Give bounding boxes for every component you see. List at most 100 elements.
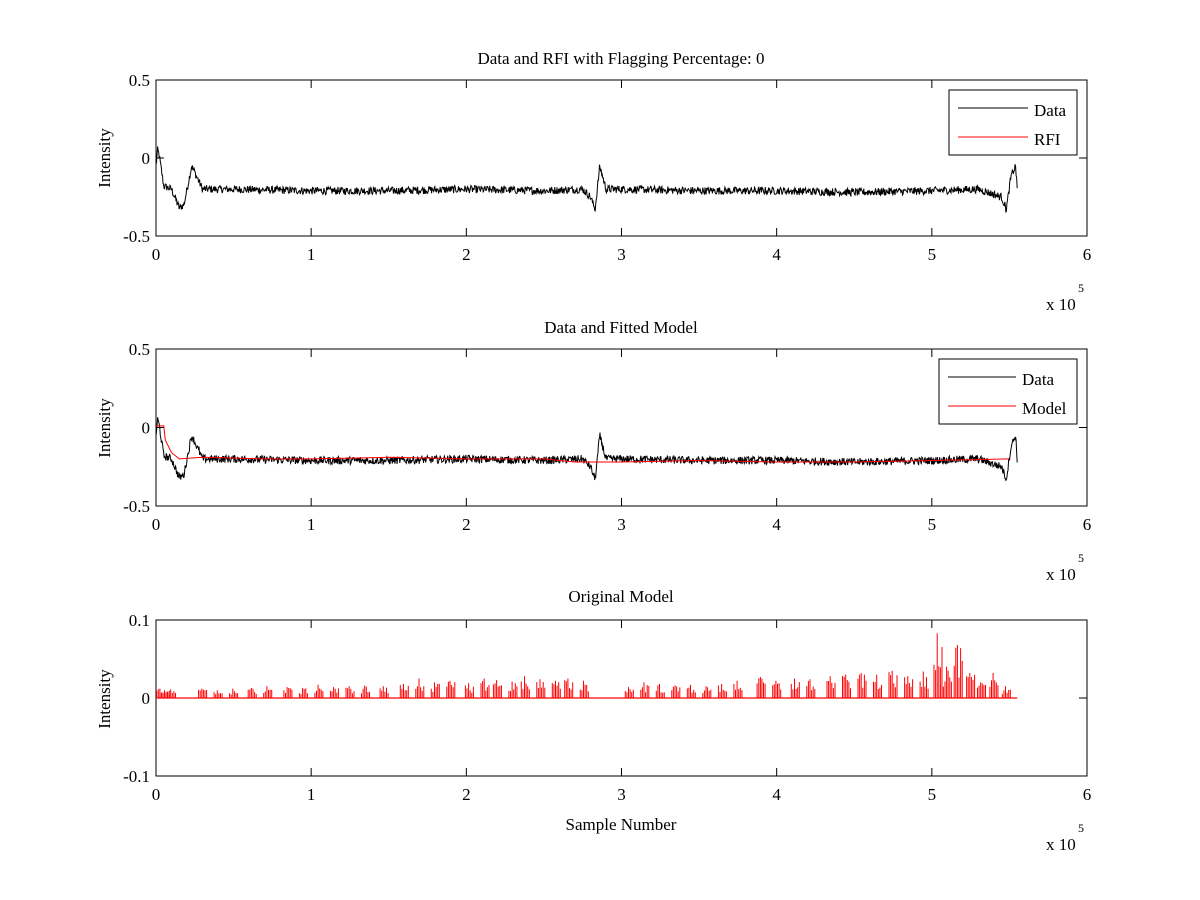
rfi-spike: [314, 684, 324, 698]
rfi-spike: [624, 687, 634, 698]
x-multiplier-exponent: 5: [1078, 551, 1084, 565]
rfi-spike: [247, 687, 257, 698]
rfi-spike: [298, 687, 308, 698]
plot-area: 0 1 2 3 4 5 60.50-0.5: [123, 340, 1091, 534]
rfi-spike: [160, 690, 170, 698]
x-tick-label: 1: [307, 515, 316, 534]
x-tick-label: 5: [928, 515, 937, 534]
rfi-spike: [806, 679, 816, 698]
legend-frame: [938, 358, 1078, 425]
rfi-spike: [989, 673, 999, 698]
x-multiplier-base: x 10: [1046, 565, 1076, 584]
rfi-spike: [933, 633, 943, 698]
x-tick-label: 0: [152, 515, 161, 534]
plot-area: 0 1 2 3 4 5 60.50-0.5: [123, 71, 1091, 264]
y-axis-label: Intensity: [95, 669, 114, 729]
rfi-spike: [977, 682, 986, 698]
y-tick-label: 0.5: [129, 71, 150, 90]
rfi-spike: [198, 688, 208, 698]
y-tick-label: 0: [142, 689, 151, 708]
rfi-spike: [826, 676, 836, 698]
x-tick-label: 4: [772, 245, 781, 264]
rfi-spike: [579, 680, 589, 698]
legend-label-model: Model: [1022, 399, 1067, 418]
rfi-spike: [229, 688, 239, 698]
rfi-spike: [464, 683, 474, 698]
y-tick-label: -0.1: [123, 767, 150, 786]
rfi-spike: [919, 671, 929, 698]
x-tick-label: 2: [462, 515, 471, 534]
rfi-spike: [213, 690, 223, 698]
x-tick-label: 6: [1083, 245, 1092, 264]
series-line-model: [156, 425, 1010, 463]
x-multiplier-base: x 10: [1046, 295, 1076, 314]
rfi-spike: [1001, 686, 1011, 698]
rfi-spike: [966, 673, 976, 698]
x-multiplier-base: x 10: [1046, 835, 1076, 854]
x-tick-label: 4: [772, 785, 781, 804]
rfi-spike: [361, 685, 370, 698]
chart-title: Data and RFI with Flagging Percentage: 0: [477, 49, 764, 68]
rfi-spike: [953, 645, 963, 698]
rfi-spike: [399, 684, 409, 698]
rfi-spike: [756, 676, 766, 698]
x-tick-label: 1: [307, 245, 316, 264]
x-tick-label: 6: [1083, 785, 1092, 804]
x-tick-label: 4: [772, 515, 781, 534]
x-tick-label: 5: [928, 785, 937, 804]
rfi-spike: [640, 682, 650, 698]
rfi-spike: [263, 686, 273, 698]
x-tick-label: 6: [1083, 515, 1092, 534]
rfi-spike: [536, 679, 546, 698]
rfi-spike: [733, 680, 743, 698]
rfi-spike: [551, 680, 561, 698]
rfi-spike: [904, 676, 914, 698]
rfi-spike: [430, 682, 440, 698]
rfi-spike: [508, 681, 518, 698]
y-tick-label: 0: [142, 149, 151, 168]
y-tick-label: -0.5: [123, 497, 150, 516]
rfi-spike: [655, 684, 665, 698]
y-axis-label: Intensity: [95, 398, 114, 458]
legend: Data RFI: [948, 89, 1078, 156]
rfi-spike: [942, 666, 952, 698]
series-line-data: [155, 146, 1018, 214]
rfi-spike: [888, 670, 898, 698]
x-tick-label: 3: [617, 785, 626, 804]
subplot-fitted-model: Data and Fitted Model Intensity x 10 5 0…: [95, 318, 1091, 584]
chart-title: Original Model: [568, 587, 674, 606]
rfi-spike: [520, 676, 530, 698]
rfi-spike: [873, 674, 882, 698]
rfi-spike: [717, 684, 727, 698]
chart-title: Data and Fitted Model: [544, 318, 698, 337]
y-tick-label: 0.1: [129, 611, 150, 630]
x-axis-label: Sample Number: [566, 815, 677, 834]
rfi-spike: [283, 687, 293, 698]
y-tick-label: 0.5: [129, 340, 150, 359]
legend-label-data: Data: [1022, 370, 1055, 389]
rfi-spike: [379, 686, 389, 698]
legend-label-data: Data: [1034, 101, 1067, 120]
x-multiplier-exponent: 5: [1078, 281, 1084, 295]
rfi-spike: [564, 678, 574, 698]
subplot-original-model: Original Model Intensity Sample Number x…: [95, 587, 1091, 854]
rfi-spike: [671, 685, 681, 698]
legend: Data Model: [938, 358, 1078, 425]
rfi-spike: [686, 684, 696, 698]
subplot-rfi-flagging: Data and RFI with Flagging Percentage: 0…: [95, 49, 1091, 314]
rfi-spike: [702, 686, 712, 698]
x-tick-label: 0: [152, 785, 161, 804]
rfi-spike: [446, 680, 456, 698]
plot-area: 0 1 2 3 4 5 60.10-0.1: [123, 611, 1091, 804]
rfi-spike: [329, 687, 339, 698]
y-tick-label: 0: [142, 419, 151, 438]
legend-frame: [948, 89, 1078, 156]
x-tick-label: 3: [617, 515, 626, 534]
series-line-data: [155, 417, 1018, 482]
x-tick-label: 0: [152, 245, 161, 264]
rfi-spike: [772, 680, 782, 698]
y-tick-label: -0.5: [123, 227, 150, 246]
rfi-spike: [857, 673, 867, 698]
x-multiplier-exponent: 5: [1078, 821, 1084, 835]
